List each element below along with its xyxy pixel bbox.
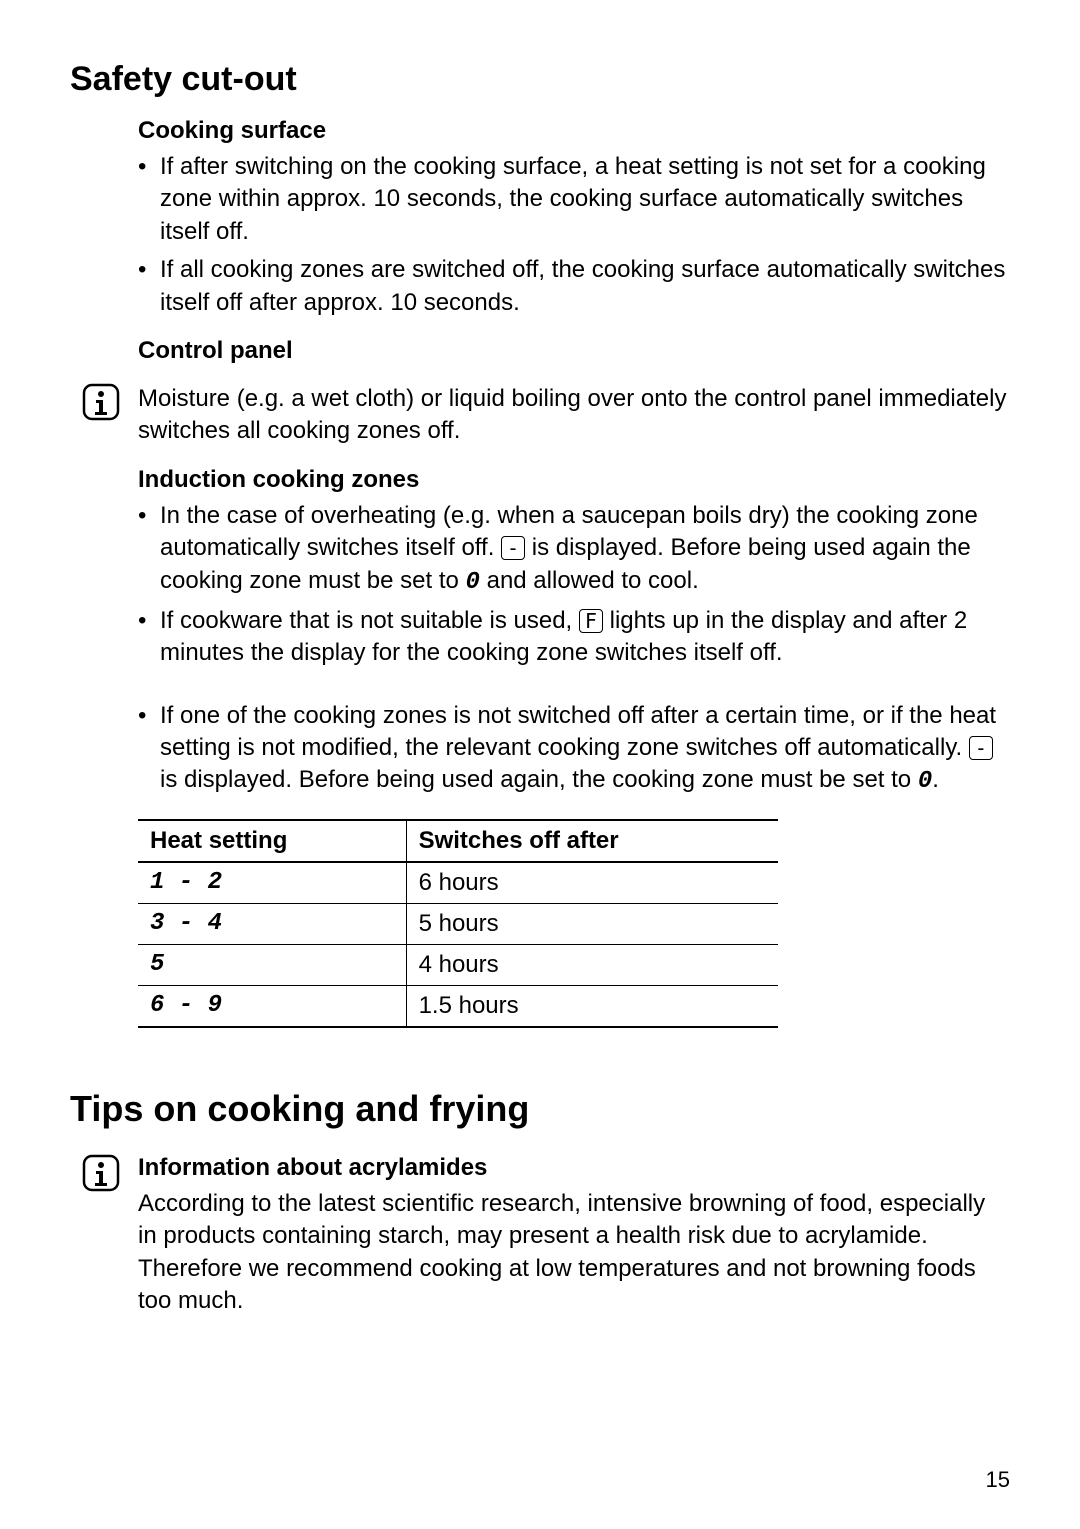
cooking-surface-section: Cooking surface If after switching on th… <box>138 117 1010 319</box>
info-icon <box>82 1154 120 1192</box>
autoswitch-section: If one of the cooking zones is not switc… <box>138 700 1010 799</box>
table-cell: 3 - 4 <box>138 903 406 944</box>
control-panel-text: Moisture (e.g. a wet cloth) or liquid bo… <box>138 383 1010 448</box>
text: is displayed. Before being used again, t… <box>160 766 918 793</box>
text: . <box>932 766 939 793</box>
acrylamides-text: According to the latest scientific resea… <box>138 1188 1010 1318</box>
text: If cookware that is not suitable is used… <box>160 607 579 634</box>
display-symbol: 0 <box>466 569 480 596</box>
page-number: 15 <box>986 1467 1010 1493</box>
table-cell: 6 hours <box>406 862 778 904</box>
table-cell: 1.5 hours <box>406 985 778 1027</box>
display-symbol: - <box>969 736 993 760</box>
table-cell: 5 <box>138 944 406 985</box>
list-item: If all cooking zones are switched off, t… <box>138 254 1010 319</box>
display-symbol: - <box>501 536 525 560</box>
induction-label: Induction cooking zones <box>138 466 1010 494</box>
table-cell: 1 - 2 <box>138 862 406 904</box>
table-header: Switches off after <box>406 820 778 862</box>
control-panel-label: Control panel <box>138 337 1010 365</box>
induction-section: Induction cooking zones In the case of o… <box>138 466 1010 670</box>
cooking-surface-label: Cooking surface <box>138 117 1010 145</box>
display-symbol: 0 <box>918 768 932 795</box>
heading-tips: Tips on cooking and frying <box>70 1088 1010 1130</box>
text: If one of the cooking zones is not switc… <box>160 702 996 761</box>
heading-safety: Safety cut-out <box>70 60 1010 99</box>
list-item: If one of the cooking zones is not switc… <box>138 700 1010 799</box>
control-panel-info: Moisture (e.g. a wet cloth) or liquid bo… <box>70 383 1010 448</box>
table-header: Heat setting <box>138 820 406 862</box>
acrylamides-label: Information about acrylamides <box>138 1154 1010 1182</box>
info-icon <box>82 383 120 421</box>
cutout-table: Heat setting Switches off after 1 - 2 6 … <box>138 819 778 1028</box>
list-item: In the case of overheating (e.g. when a … <box>138 500 1010 599</box>
table-cell: 5 hours <box>406 903 778 944</box>
acrylamides-info: Information about acrylamides According … <box>70 1154 1010 1318</box>
control-panel-section: Control panel <box>138 337 1010 365</box>
text: and allowed to cool. <box>480 567 699 594</box>
list-item: If cookware that is not suitable is used… <box>138 605 1010 670</box>
list-item: If after switching on the cooking surfac… <box>138 151 1010 248</box>
table-cell: 4 hours <box>406 944 778 985</box>
table-cell: 6 - 9 <box>138 985 406 1027</box>
display-symbol: F <box>579 609 603 633</box>
